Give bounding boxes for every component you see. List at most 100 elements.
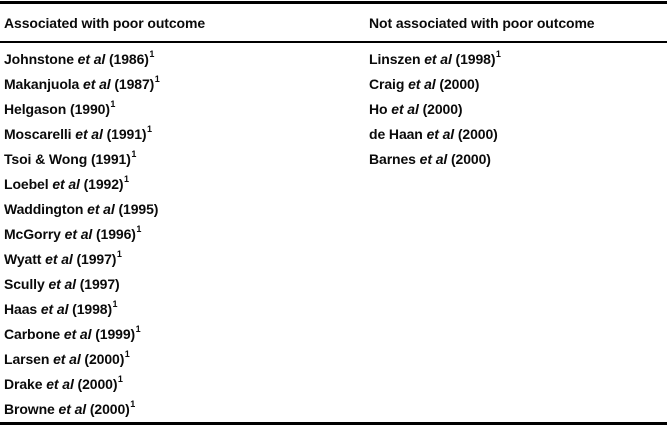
citation-ref-mark: 1	[154, 73, 160, 84]
citation-ref-mark: 1	[112, 298, 118, 309]
citation-ref-mark: 1	[117, 373, 123, 384]
citation-year: (1986)	[105, 50, 149, 67]
citation-author: Barnes	[369, 150, 420, 167]
citation-author: Larsen	[4, 350, 54, 367]
table-row: Scully et al (1997)	[4, 272, 369, 297]
citation-etal: et al	[48, 275, 76, 292]
citation-etal: et al	[83, 75, 111, 92]
citation-year: (2000)	[86, 400, 130, 417]
citation-author: Ho	[369, 100, 392, 117]
table-row: Carbone et al (1999)1	[4, 322, 369, 347]
citation-year: (1992)	[79, 175, 124, 192]
citation-ref-mark: 1	[110, 98, 116, 109]
citation-year: (1987)	[110, 75, 155, 92]
citation-year: (1997)	[72, 250, 117, 267]
citation-ref-mark: 1	[495, 48, 501, 59]
citation-year: (1999)	[91, 325, 136, 342]
citation-author: Helgason	[4, 100, 71, 117]
table-header-row: Associated with poor outcome Not associa…	[0, 4, 667, 41]
citation-year: (2000)	[418, 100, 463, 117]
citation-year: (1997)	[75, 275, 120, 292]
citation-author: Linszen	[369, 50, 425, 67]
citation-ref-mark: 1	[124, 173, 129, 184]
citation-author: Tsoi & Wong	[4, 150, 91, 167]
citation-author: Craig	[369, 75, 409, 92]
table-row: de Haan et al (2000)	[369, 122, 667, 147]
table-header-rule	[0, 41, 667, 43]
citation-year: (1991)	[90, 150, 131, 167]
citation-ref-mark: 1	[130, 398, 136, 409]
table-row: Moscarelli et al (1991)1	[4, 122, 369, 147]
table-row: Wyatt et al (1997)1	[4, 247, 369, 272]
citation-ref-mark: 1	[146, 123, 152, 134]
column-header-poor-outcome: Associated with poor outcome	[4, 14, 206, 31]
column-header-not-poor-outcome: Not associated with poor outcome	[369, 14, 595, 31]
citation-year: (1998)	[451, 50, 496, 67]
citation-author: Wyatt	[4, 250, 46, 267]
citation-etal: et al	[77, 50, 106, 67]
table-row: Helgason (1990)1	[4, 97, 369, 122]
citation-etal: et al	[408, 75, 436, 92]
citation-author: de Haan	[369, 125, 427, 142]
citation-year: (1991)	[102, 125, 147, 142]
citation-ref-mark: 1	[131, 148, 137, 159]
citation-author: Makanjuola	[4, 75, 84, 92]
table-row: Johnstone et al (1986)1	[4, 47, 369, 72]
citation-year: (2000)	[454, 125, 498, 142]
citation-author: Waddington	[4, 200, 88, 217]
table-row: Haas et al (1998)1	[4, 297, 369, 322]
citation-etal: et al	[52, 175, 80, 192]
citation-year: (2000)	[447, 150, 491, 167]
citation-author: Browne	[4, 400, 59, 417]
citation-year: (1990)	[70, 100, 110, 117]
table-row: Waddington et al (1995)	[4, 197, 369, 222]
table-row: Loebel et al (1992)1	[4, 172, 369, 197]
table-row: Browne et al (2000)1	[4, 397, 369, 422]
citation-year: (1995)	[114, 200, 159, 217]
table-bottom-rule	[0, 421, 667, 425]
table-row: McGorry et al (1996)1	[4, 222, 369, 247]
citation-year: (2000)	[80, 350, 125, 367]
citation-etal: et al	[426, 125, 455, 142]
citation-year: (2000)	[435, 75, 480, 92]
citation-ref-mark: 1	[135, 323, 141, 334]
table-row: Larsen et al (2000)1	[4, 347, 369, 372]
citation-author: McGorry	[4, 225, 65, 242]
citation-ref-mark: 1	[116, 248, 122, 259]
citation-author: Scully	[4, 275, 49, 292]
citation-etal: et al	[63, 325, 92, 342]
citation-etal: et al	[391, 100, 419, 117]
citation-etal: et al	[75, 125, 103, 142]
table-row: Barnes et al (2000)	[369, 147, 667, 172]
citation-year: (2000)	[73, 375, 118, 392]
citation-author: Carbone	[4, 325, 64, 342]
table-row: Craig et al (2000)	[369, 72, 667, 97]
citation-etal: et al	[419, 150, 448, 167]
citation-etal: et al	[45, 250, 73, 267]
table-row: Makanjuola et al (1987)1	[4, 72, 369, 97]
citation-etal: et al	[40, 300, 69, 317]
column-not-poor-outcome: Linszen et al (1998)1 Craig et al (2000) H…	[369, 47, 667, 422]
table-body: Johnstone et al (1986)1 Makanjuola et al …	[0, 43, 667, 422]
table-row: Drake et al (2000)1	[4, 372, 369, 397]
citation-etal: et al	[53, 350, 81, 367]
citation-etal: et al	[424, 50, 452, 67]
citation-etal: et al	[58, 400, 87, 417]
citation-author: Johnstone	[4, 50, 78, 67]
citation-author: Drake	[4, 375, 47, 392]
column-poor-outcome: Johnstone et al (1986)1 Makanjuola et al …	[4, 47, 369, 422]
citation-etal: et al	[64, 225, 93, 242]
table-top-rule	[0, 1, 667, 4]
citation-ref-mark: 1	[149, 48, 155, 59]
citation-year: (1996)	[92, 225, 136, 242]
citation-year: (1998)	[68, 300, 113, 317]
table-row: Tsoi & Wong (1991)1	[4, 147, 369, 172]
table-row: Linszen et al (1998)1	[369, 47, 667, 72]
citation-etal: et al	[87, 200, 115, 217]
citation-ref-mark: 1	[124, 348, 130, 359]
citation-ref-mark: 1	[136, 223, 142, 234]
citation-author: Moscarelli	[4, 125, 76, 142]
citation-author: Haas	[4, 300, 41, 317]
citation-author: Loebel	[4, 175, 53, 192]
